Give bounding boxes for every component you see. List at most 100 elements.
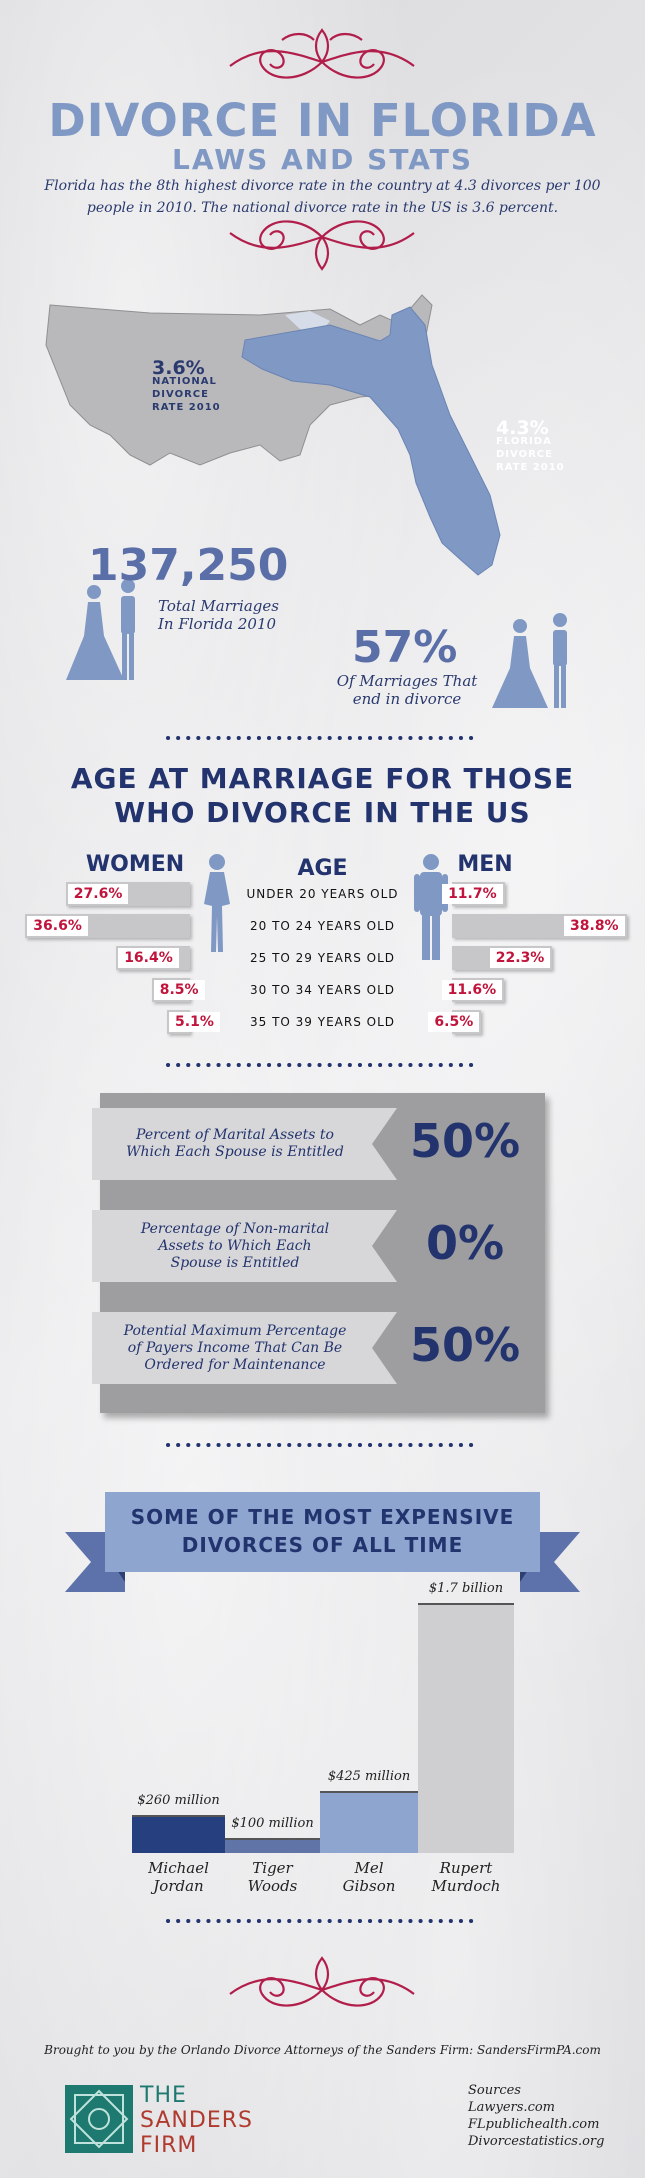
women-column-header: WOMEN (85, 852, 185, 877)
divorce-name-label: Tiger Woods (225, 1859, 320, 1895)
women-bar: 36.6% (25, 914, 190, 938)
men-bar-label: 6.5% (428, 1012, 480, 1032)
dotted-divider (166, 736, 479, 740)
men-column-header: MEN (457, 852, 513, 877)
divorce-value-label: $425 million (327, 1768, 411, 1784)
asset-description: Potential Maximum Percentage of Payers In… (100, 1323, 370, 1374)
age-category-label: 20 TO 24 YEARS OLD (249, 919, 396, 933)
men-bar-label: 11.7% (442, 884, 503, 904)
men-bar-label: 22.3% (489, 948, 551, 968)
asset-description: Percentage of Non-marital Assets to Which… (100, 1221, 370, 1272)
footer-credit: Brought to you by the Orlando Divorce At… (44, 2043, 601, 2057)
banner-text-block: SOME OF THE MOST EXPENSIVE DIVORCES OF A… (105, 1492, 540, 1572)
asset-description-line: Potential Maximum Percentage (123, 1322, 347, 1339)
asset-description: Percent of Marital Assets to Which Each S… (100, 1127, 370, 1161)
divorce-value-label: $260 million (137, 1792, 220, 1808)
banner-line2: DIVORCES OF ALL TIME (181, 1533, 464, 1557)
divorce-name-line: Rupert (439, 1859, 493, 1877)
asset-description-line: Spouse is Entitled (170, 1254, 300, 1271)
source-item: Divorcestatistics.org (468, 2134, 605, 2149)
women-bar: 16.4% (116, 946, 190, 970)
page-subtitle: LAWS AND STATS (172, 143, 473, 176)
women-bar: 27.6% (65, 882, 190, 906)
women-bar-label: 5.1% (169, 1012, 220, 1032)
intro-paragraph: Florida has the 8th highest divorce rate… (44, 178, 601, 216)
asset-ribbon (92, 1210, 397, 1282)
logo-line2: SANDERS (140, 2108, 253, 2133)
national-rate-line1: NATIONAL (152, 376, 217, 387)
divorce-name-line: Woods (247, 1877, 298, 1895)
dotted-divider-3 (166, 1443, 479, 1447)
divorce-bar (225, 1838, 320, 1853)
florida-rate-label: 4.3% FLORIDA DIVORCE RATE 2010 (496, 417, 565, 474)
bride-groom-icon (66, 579, 135, 680)
florida-rate-line2: DIVORCE (496, 449, 553, 460)
marriages-caption: Total Marriages In Florida 2010 (158, 597, 279, 633)
sanders-firm-logo-text: THE SANDERS FIRM (140, 2083, 253, 2158)
divorce-caption-line2: end in divorce (352, 690, 462, 708)
asset-description-line: Assets to Which Each (158, 1237, 312, 1254)
divorce-rate-caption: Of Marriages That end in divorce (332, 672, 482, 708)
women-bar: 8.5% (151, 978, 205, 1002)
asset-description-line: of Payers Income That Can Be (127, 1339, 343, 1356)
logo-line1: THE (140, 2083, 187, 2108)
source-item: Lawyers.com (468, 2100, 556, 2115)
source-item: FLpublichealth.com (468, 2117, 600, 2132)
asset-description-line: Ordered for Maintenance (144, 1356, 326, 1373)
age-column-header: AGE (297, 856, 348, 881)
divorce-name-label: Rupert Murdoch (418, 1859, 514, 1895)
us-florida-map (45, 294, 501, 576)
age-heading-line1: AGE AT MARRIAGE FOR THOSE (70, 762, 575, 795)
women-bar-label: 16.4% (118, 948, 179, 968)
divorce-rate-value: 57% (352, 622, 458, 673)
national-rate-line2: DIVORCE (152, 389, 209, 400)
women-bar-label: 8.5% (153, 980, 205, 1000)
divorce-name-label: Michael Jordan (132, 1859, 225, 1895)
men-bar-label: 11.6% (441, 980, 503, 1000)
divorce-bar (320, 1790, 418, 1853)
age-category-label: 25 TO 29 YEARS OLD (249, 951, 396, 965)
bottom-flourish-ornament (229, 1956, 415, 2007)
expensive-divorces-banner (65, 1492, 580, 1592)
age-category-label: UNDER 20 YEARS OLD (246, 887, 399, 901)
divorce-name-line: Gibson (342, 1877, 396, 1895)
marriages-value: 137,250 (88, 540, 289, 591)
marriages-caption-line2: In Florida 2010 (158, 615, 277, 633)
men-bar: 22.3% (452, 946, 553, 970)
banner-line1: SOME OF THE MOST EXPENSIVE (130, 1505, 515, 1529)
asset-description-line: Percentage of Non-marital (140, 1220, 330, 1237)
divorce-name-line: Jordan (153, 1877, 204, 1895)
woman-icon (204, 854, 230, 952)
man-icon (414, 854, 448, 960)
asset-percent-value: 50% (409, 1114, 521, 1168)
women-bar-label: 27.6% (67, 884, 129, 904)
divorce-bar (132, 1814, 225, 1853)
men-bar: 6.5% (428, 1010, 482, 1034)
women-bar: 5.1% (167, 1010, 220, 1034)
divorce-name-line: Michael (148, 1859, 209, 1877)
logo-line3: FIRM (140, 2133, 198, 2158)
divorce-name-line: Mel (354, 1859, 384, 1877)
asset-ribbon (92, 1312, 397, 1384)
divorce-caption-line1: Of Marriages That (336, 672, 478, 690)
divorce-name-label: Mel Gibson (320, 1859, 418, 1895)
men-bar: 38.8% (452, 914, 627, 938)
men-bar: 11.7% (442, 882, 505, 906)
intro-flourish-ornament (229, 220, 415, 271)
asset-ribbon (92, 1108, 397, 1180)
bride-groom-icon-2 (492, 613, 567, 708)
florida-rate-value: 4.3% (496, 417, 549, 439)
florida-rate-line3: RATE 2010 (496, 462, 565, 473)
top-flourish-ornament (229, 28, 415, 79)
asset-percent-value: 0% (425, 1216, 505, 1270)
asset-description-line: Percent of Marital Assets to (136, 1127, 334, 1143)
national-rate-value: 3.6% (152, 357, 205, 379)
men-bar: 11.6% (441, 978, 505, 1002)
florida-shape (241, 306, 501, 576)
divorce-name-line: Murdoch (431, 1877, 501, 1895)
age-category-label: 35 TO 39 YEARS OLD (249, 1015, 396, 1029)
asset-description-line: Which Each Spouse is Entitled (126, 1144, 344, 1160)
page-title: DIVORCE IN FLORIDA (48, 94, 597, 147)
national-rate-label: 3.6% NATIONAL DIVORCE RATE 2010 (152, 357, 221, 414)
